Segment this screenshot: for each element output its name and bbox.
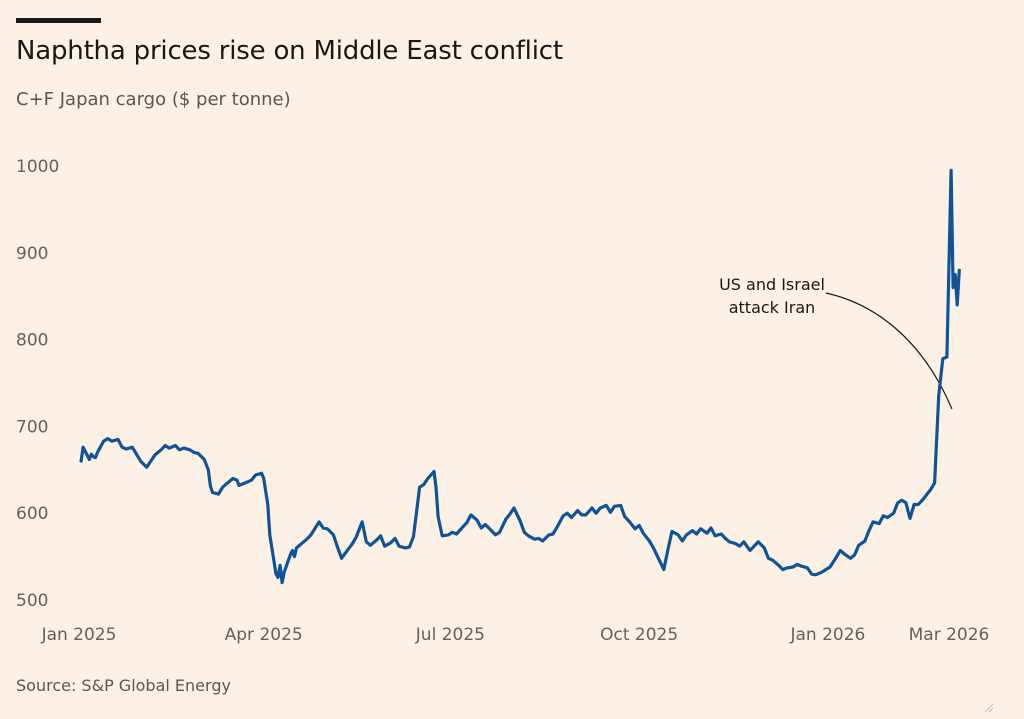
resize-grip-icon (984, 703, 994, 713)
series-line (79, 168, 961, 585)
chart-subtitle: C+F Japan cargo ($ per tonne) (16, 89, 291, 110)
y-tick-label-600: 600 (16, 504, 48, 524)
annotation: US and Israel attack Iran (719, 275, 953, 410)
x-tick-label-2: Jul 2025 (415, 625, 485, 645)
source-note: Source: S&P Global Energy (16, 676, 231, 695)
y-tick-label-800: 800 (16, 331, 48, 351)
y-axis: 500 600 700 800 900 1000 (16, 157, 59, 611)
x-tick-label-4: Jan 2026 (790, 625, 866, 645)
y-tick-label-500: 500 (16, 591, 48, 611)
y-tick-label-1000: 1000 (16, 157, 59, 177)
annotation-text-1: attack Iran (729, 298, 816, 317)
y-tick-label-700: 700 (16, 417, 48, 437)
x-tick-label-3: Oct 2025 (600, 625, 678, 645)
y-tick-label-900: 900 (16, 244, 48, 264)
top-accent-bar (16, 18, 101, 23)
annotation-leader-line (825, 292, 953, 410)
series-group (79, 168, 961, 585)
x-axis: Jan 2025 Apr 2025 Jul 2025 Oct 2025 Jan 2026… (41, 625, 990, 645)
x-tick-label-5: Mar 2026 (909, 625, 990, 645)
annotation-text-0: US and Israel (719, 275, 825, 294)
x-tick-label-1: Apr 2025 (225, 625, 303, 645)
chart-title: Naphtha prices rise on Middle East confl… (16, 36, 563, 66)
x-tick-label-0: Jan 2025 (41, 625, 117, 645)
